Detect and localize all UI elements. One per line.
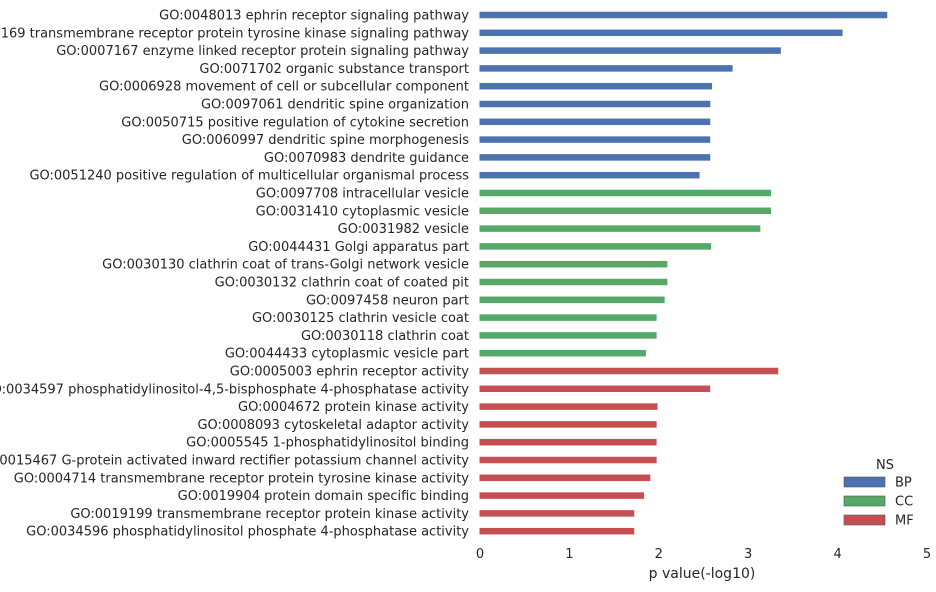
category-labels: GO:0048013 ephrin receptor signaling pat… [0,9,469,540]
bar-mf [479,456,657,464]
bar-cc [479,243,712,250]
x-axis: p value(-log10) 0 1 2 3 4 5 [476,547,931,582]
bar-bp [479,11,888,19]
x-tick-label: 0 [476,547,484,562]
bar-cc [479,296,665,304]
category-label: GO:0019904 protein domain specific bindi… [178,489,469,504]
x-tick-label: 5 [923,547,931,562]
category-label: GO:0030125 clathrin vesicle coat [252,311,469,326]
bar-bp [479,29,843,37]
category-label: GO:0097458 neuron part [306,293,469,308]
bar-bp [479,171,700,179]
x-axis-label: p value(-log10) [649,566,756,582]
category-label: GO:0030130 clathrin coat of trans-Golgi … [102,258,469,273]
category-label: GO:0044431 Golgi apparatus part [248,240,469,255]
bar-mf [479,385,711,393]
bar-bp [479,82,713,90]
category-label: GO:0097708 intracellular vesicle [256,187,469,202]
category-label: GO:0097061 dendritic spine organization [201,98,469,113]
bar-mf [479,510,635,517]
bar-cc [479,349,646,357]
bar-mf [479,438,657,446]
category-label: GO:0005003 ephrin receptor activity [230,365,470,380]
legend-label-mf: MF [895,514,914,529]
bar-bp [479,136,711,143]
category-label: GO:0007169 transmembrane receptor protei… [0,26,469,41]
category-label: GO:0034596 phosphatidylinositol phosphat… [26,525,469,540]
bar-bp [479,154,711,161]
x-tick-label: 1 [565,547,573,562]
bar-mf [479,403,658,410]
category-label: GO:0015467 G-protein activated inward re… [0,454,469,469]
category-label: GO:0030132 clathrin coat of coated pit [215,276,469,291]
bar-mf [479,421,657,428]
category-label: GO:0050715 positive regulation of cytoki… [121,115,469,130]
legend-swatch-mf [843,514,886,526]
legend-swatch-cc [843,495,886,507]
category-label: GO:0008093 cytoskeletal adaptor activity [197,418,469,433]
bar-mf [479,474,651,482]
category-label: GO:0034597 phosphatidylinositol-4,5-bisp… [0,382,469,397]
category-label: GO:0007167 enzyme linked receptor protei… [56,44,469,59]
category-label: GO:0030118 clathrin coat [301,329,469,344]
category-label: GO:0006928 movement of cell or subcellul… [99,80,469,95]
bar-cc [479,260,668,268]
bar-bp [479,118,711,126]
category-label: GO:0071702 organic substance transport [199,62,469,77]
bar-cc [479,278,668,286]
legend-title: NS [876,458,894,473]
category-label: GO:0048013 ephrin receptor signaling pat… [159,9,469,24]
x-tick-label: 2 [655,547,663,562]
category-label: GO:0044433 cytoplasmic vesicle part [225,347,469,362]
x-tick-label: 3 [744,547,752,562]
bar-cc [479,332,657,339]
legend-label-cc: CC [895,495,913,510]
category-label: GO:0031982 vesicle [338,222,469,237]
bar-mf [479,527,635,535]
category-label: GO:0070983 dendrite guidance [264,151,469,166]
bar-cc [479,314,657,321]
x-tick-label: 4 [833,547,841,562]
category-label: GO:0005545 1-phosphatidylinositol bindin… [186,436,469,451]
bar-mf [479,367,779,375]
bar-bp [479,47,781,54]
bar-cc [479,225,761,232]
legend-swatch-bp [843,476,886,488]
bar-bp [479,100,711,108]
category-label: GO:0031410 cytoplasmic vesicle [256,204,469,219]
legend: NS BP CC MF [843,458,914,529]
category-label: GO:0004714 transmembrane receptor protei… [14,471,470,486]
category-label: GO:0019199 transmembrane receptor protei… [70,507,469,522]
legend-label-bp: BP [895,476,912,491]
bar-bp [479,65,733,72]
bar-cc [479,207,772,215]
category-label: GO:0004672 protein kinase activity [238,400,469,415]
bars-layer [479,11,888,535]
bar-cc [479,189,772,197]
category-label: GO:0051240 positive regulation of multic… [29,169,469,184]
bar-mf [479,492,645,499]
category-label: GO:0060997 dendritic spine morphogenesis [182,133,469,148]
